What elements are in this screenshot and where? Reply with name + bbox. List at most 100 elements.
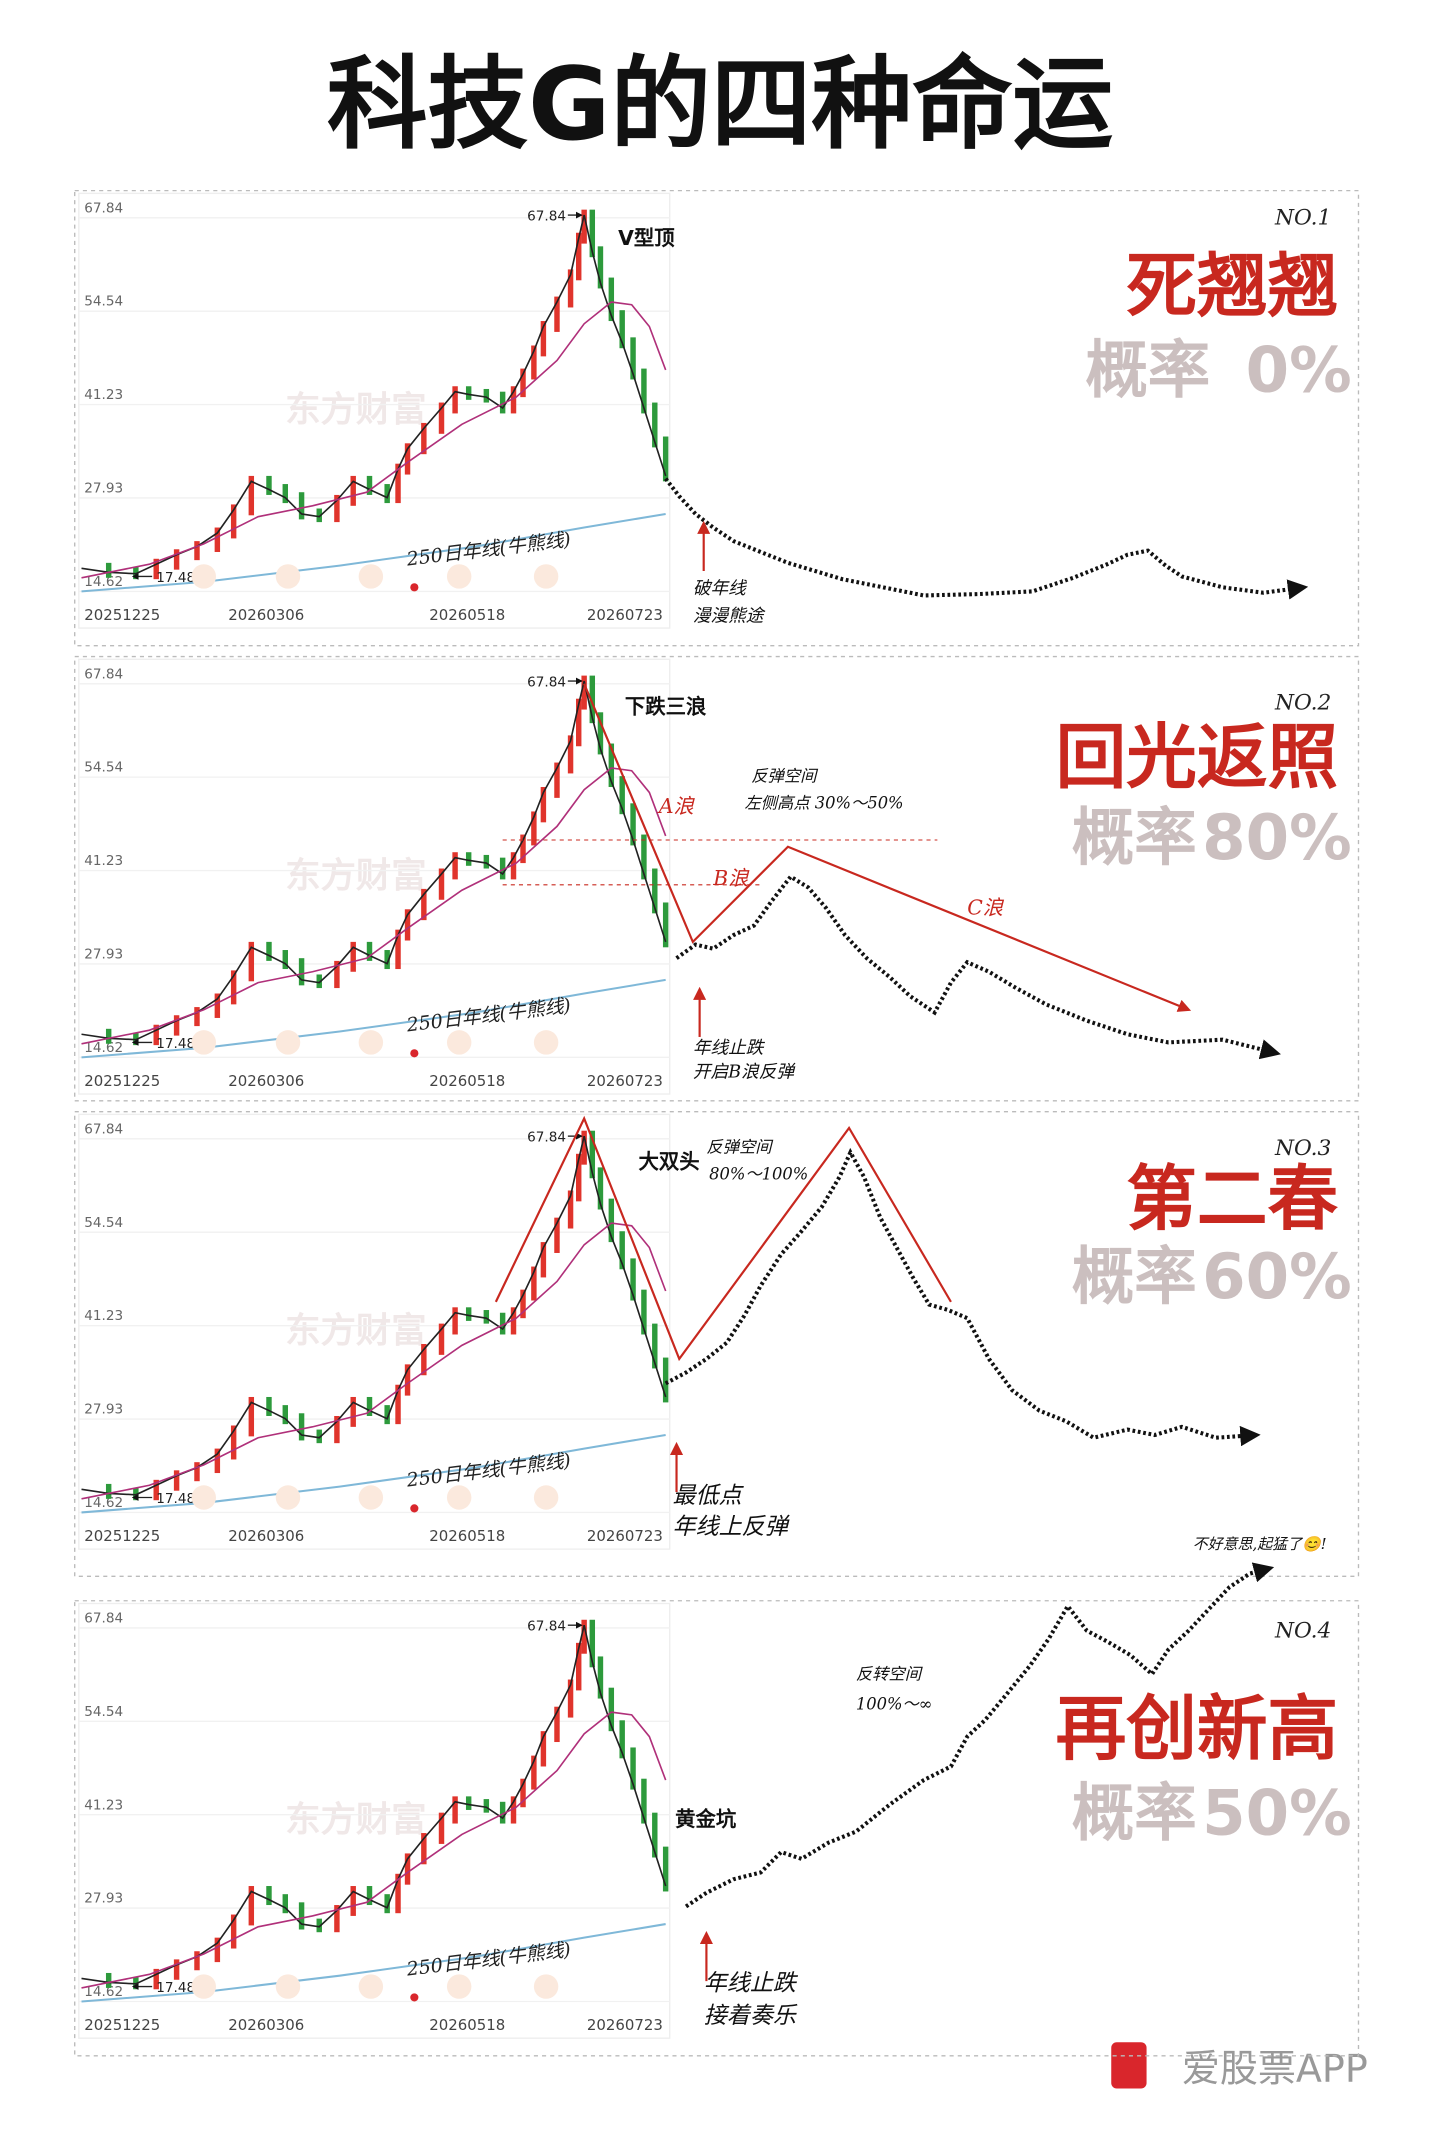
x-tick-label: 20260518: [429, 2016, 505, 2034]
probability: 概率 50%: [1072, 1776, 1352, 1849]
candle: [366, 1886, 373, 1906]
low-label: 17.48: [156, 1491, 195, 1507]
candle: [567, 269, 574, 308]
candle: [298, 1413, 305, 1441]
candle: [266, 475, 272, 495]
low-label: 17.48: [156, 570, 195, 586]
candle: [520, 1289, 526, 1319]
candle: [316, 1429, 322, 1444]
toolbar-icon: [358, 1030, 384, 1055]
handwritten-note: 年线止跌: [704, 1971, 799, 1997]
x-tick-label: 20260723: [587, 606, 663, 624]
x-tick-label: 20260518: [429, 1072, 505, 1090]
toolbar-icon: [191, 564, 216, 589]
candle: [384, 1894, 390, 1914]
toolbar-icon: [533, 1974, 559, 1999]
pattern-label: 下跌三浪: [625, 695, 707, 719]
candle: [465, 1796, 472, 1810]
handwritten-note: 年线上反弹: [672, 1514, 789, 1540]
panel-frame: [74, 189, 1360, 647]
candle: [404, 1364, 411, 1396]
candle: [483, 1310, 490, 1324]
candle: [554, 1217, 560, 1253]
toolbar-icon: [358, 1974, 384, 1999]
y-tick-label: 27.93: [84, 1402, 123, 1418]
candle: [510, 1307, 517, 1335]
candle: [641, 1289, 647, 1335]
candle: [214, 1937, 221, 1963]
candle: [173, 549, 180, 570]
peak-label: 67.84: [527, 209, 566, 225]
candle: [173, 1959, 180, 1980]
candle: [316, 974, 322, 989]
space-note: 反弹空间: [751, 767, 819, 786]
peak-label: 67.84: [527, 1130, 566, 1146]
candle: [540, 1242, 547, 1278]
y-tick-label: 27.93: [84, 946, 123, 962]
moving-average: [81, 301, 667, 579]
y-tick-label: 67.84: [84, 666, 123, 682]
candle: [404, 1853, 411, 1885]
candle: [540, 1731, 547, 1767]
candle: [173, 1470, 180, 1491]
candle: [350, 1886, 356, 1916]
toolbar-icon: [446, 564, 472, 589]
candle: [597, 1656, 604, 1699]
scenario-name: 再创新高: [1056, 1687, 1339, 1770]
candle: [452, 852, 458, 880]
candle: [452, 1796, 458, 1824]
candle: [350, 475, 356, 506]
toolbar-icon: [275, 1030, 301, 1055]
pattern-label: 黄金坑: [675, 1807, 736, 1831]
candle: [589, 1619, 596, 1668]
candle: [520, 368, 526, 398]
candle: [298, 958, 305, 986]
candle: [531, 1755, 537, 1790]
scenario-name: 死翘翘: [1126, 244, 1338, 327]
candle: [589, 1130, 596, 1179]
toolbar-icon: [191, 1485, 216, 1510]
candle: [316, 508, 322, 523]
toolbar-icon: [275, 1485, 301, 1510]
candle: [531, 1266, 537, 1301]
toolbar-dot: [410, 1504, 419, 1513]
candle: [608, 277, 615, 322]
candle: [554, 762, 560, 798]
x-tick-label: 20260306: [228, 1527, 304, 1545]
handwritten-note: 年线止跌: [693, 1038, 766, 1058]
y-tick-label: 14.62: [84, 1040, 123, 1056]
candle: [384, 1405, 390, 1425]
price-line: [81, 680, 667, 1041]
candle: [531, 345, 537, 380]
app-logo: [1111, 2042, 1147, 2089]
candle: [298, 492, 305, 520]
candle: [452, 1307, 458, 1335]
candle: [641, 834, 647, 880]
y-tick-label: 27.93: [84, 1891, 123, 1907]
y-tick-label: 67.84: [84, 1121, 123, 1137]
panel-frame: [74, 1111, 1360, 1577]
pattern-label: 大双头: [638, 1150, 699, 1174]
toolbar-icon: [533, 564, 559, 589]
candle: [662, 436, 669, 482]
candle: [350, 941, 356, 972]
candle: [194, 1007, 200, 1027]
candle: [350, 1396, 356, 1427]
y-tick-label: 54.54: [84, 1215, 123, 1231]
candle: [266, 1396, 272, 1416]
projection: [675, 873, 1281, 1060]
x-tick-label: 20260306: [228, 2016, 304, 2034]
x-tick-label: 20251225: [84, 2016, 160, 2034]
year-line: [81, 978, 666, 1059]
candle: [608, 1687, 615, 1732]
scenario-panel: 东方财富 67.84 54.54 41.23 27.93 14.62 20251225 202…: [74, 189, 1360, 647]
handwritten-note: 开启B浪反弹: [693, 1063, 797, 1083]
candle: [499, 391, 506, 414]
toolbar-dot: [410, 583, 419, 592]
candle: [608, 743, 615, 788]
toolbar-icon: [358, 1485, 384, 1510]
toolbar-dot: [410, 1993, 419, 2002]
candle: [589, 209, 596, 258]
candle: [384, 950, 390, 970]
probability-label: 概率: [1085, 334, 1210, 407]
